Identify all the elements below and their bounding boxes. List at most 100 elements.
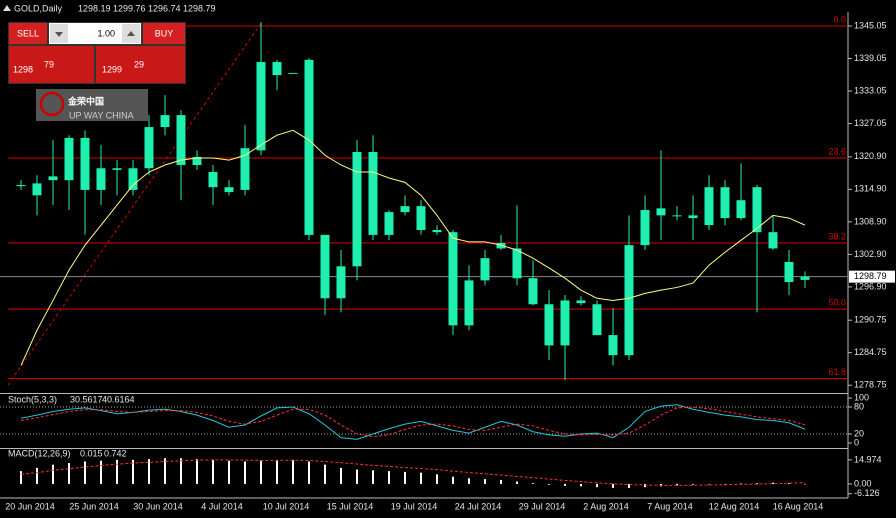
y-tick-label: 1308.90 [854,216,887,226]
arrow-up [127,31,135,36]
macd-bar [724,483,726,485]
y-tick-label: 0.00 [854,478,872,488]
x-tick-label: 4 Jul 2014 [201,501,243,511]
candle-body [528,278,538,305]
y-tick-label: 1284.75 [854,347,887,357]
indicator-value: 0.015 [80,448,103,458]
candle-body [720,187,730,219]
macd-bar [692,483,694,485]
bid-box[interactable] [9,46,94,83]
candle-body [176,115,186,165]
x-tick-label: 10 Jul 2014 [263,501,310,511]
candle-body [96,168,106,190]
candle-body [592,304,602,336]
candle-body [704,187,714,226]
indicator-title: Stoch(5,3,3) [8,394,57,404]
ask-box[interactable] [96,46,185,83]
candle-body [768,232,778,249]
logo-name: 金荣中国 [67,95,104,106]
fib-label: 61.8 [828,367,846,377]
candle-body [688,215,698,219]
macd-bar [804,483,806,485]
candle-body [576,300,586,304]
candle-body [240,148,250,190]
header-close: 1298.79 [183,3,216,13]
candle-body [544,304,554,346]
macd-bar [468,478,470,484]
indicator-value: 30.5617 [70,394,103,404]
candle-body [752,187,762,233]
macd-bar [612,483,614,488]
macd-bar [788,483,790,484]
arrow-down [55,32,63,37]
macd-bar [324,464,326,484]
macd-bar [516,481,518,484]
macd-bar [68,463,70,484]
macd-bar [452,476,454,484]
macd-bar [676,483,678,486]
trend-line [7,21,263,386]
macd-bar [84,461,86,484]
macd-bar [436,474,438,484]
candle-body [208,172,218,188]
ask-big: 1299 [102,64,122,74]
candle-body [144,127,154,169]
macd-bar [228,460,230,484]
x-tick-label: 16 Aug 2014 [773,501,824,511]
candle-body [400,206,410,213]
macd-bar [628,483,630,488]
candle-body [304,59,314,235]
header-open: 1298.19 [78,3,111,13]
candle-body [416,206,426,231]
candle-body [64,137,74,181]
buy-button[interactable] [143,23,185,44]
x-tick-label: 15 Jul 2014 [327,501,374,511]
x-tick-label: 25 Jun 2014 [69,501,119,511]
candle-body [80,137,90,190]
macd-bar [164,458,166,484]
y-tick-label: 1345.05 [854,20,887,30]
y-tick-label: 20 [854,428,864,438]
macd-bar [372,470,374,484]
y-tick-label: 1278.75 [854,380,887,390]
candle-body [496,243,506,249]
macd-bar [52,464,54,484]
macd-bar [196,459,198,484]
macd-bar [740,483,742,484]
candle-body [128,168,138,190]
y-tick-label: 1339.05 [854,53,887,63]
candle-body [384,212,394,235]
macd-bar [772,482,774,484]
y-tick-label: 80 [854,401,864,411]
candle-body [560,300,570,346]
macd-bar [244,461,246,484]
macd-bar [340,467,342,484]
header-high: 1299.76 [113,3,146,13]
x-tick-label: 2 Aug 2014 [583,501,629,511]
indicator-title: MACD(12,26,9) [8,448,71,458]
candle-body [640,209,650,246]
y-tick-label: 1314.90 [854,184,887,194]
sell-button[interactable] [9,23,47,44]
lot-field[interactable] [49,23,141,44]
candle-body [112,168,122,170]
logo-sub: UP WAY CHINA [69,110,134,120]
stoch-line [20,406,806,438]
macd-bar [708,483,710,485]
macd-bar [276,459,278,484]
candle-body [800,276,810,280]
ask-small: 29 [134,59,144,69]
stoch-line [20,404,806,440]
macd-signal [20,459,806,486]
logo-mark [39,91,65,117]
last-price-box [849,270,895,283]
candle-body [32,183,42,196]
macd-bar [596,483,598,488]
moving-average [20,129,806,366]
header-icon [3,5,11,11]
macd-bar [484,479,486,484]
candle-body [272,62,282,76]
